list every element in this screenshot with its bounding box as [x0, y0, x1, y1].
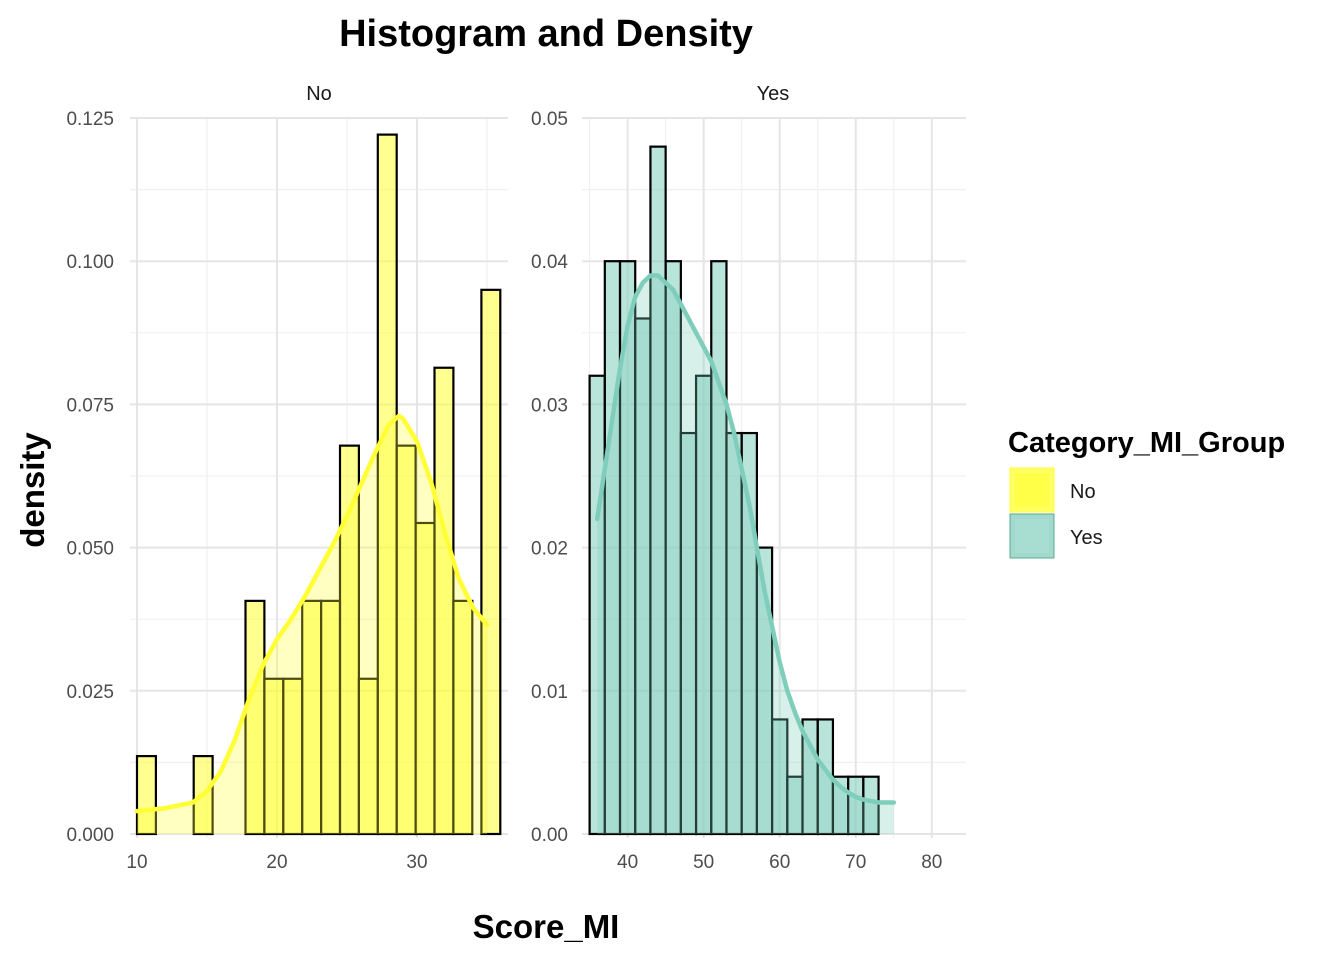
y-tick-label-yes: 0.01 — [531, 682, 568, 703]
density-area-no — [137, 415, 487, 834]
facet-strip-label-yes: Yes — [757, 83, 790, 105]
density-line-yes — [594, 273, 897, 805]
y-tick-label-yes: 0.00 — [531, 825, 568, 846]
y-tick-label-yes: 0.04 — [531, 252, 568, 273]
y-tick-label-yes: 0.05 — [531, 109, 568, 130]
histogram-bar-no-7 — [338, 444, 360, 836]
x-tick-label-no: 10 — [126, 852, 147, 873]
x-axis-title: Score_MI — [473, 908, 620, 945]
legend-label-yes: Yes — [1070, 527, 1103, 549]
y-axis-title: density — [14, 432, 51, 548]
density-area-yes — [597, 275, 894, 834]
facet-panel-yes: Yes 0.00 0.01 0.02 0.03 0.04 0.05 40 50 60 70 80 — [531, 83, 966, 873]
legend-key-yes-inner — [1015, 519, 1049, 553]
y-tick-label-no: 0.075 — [66, 395, 114, 416]
x-tick-label-yes: 50 — [693, 852, 714, 873]
x-tick-label-yes: 60 — [769, 852, 790, 873]
y-tick-label-no: 0.100 — [66, 252, 114, 273]
y-tick-label-no: 0.025 — [66, 682, 114, 703]
x-tick-label-yes: 80 — [921, 852, 942, 873]
legend: Category_MI_Group No Yes — [1008, 427, 1285, 559]
chart-title: Histogram and Density — [339, 13, 753, 55]
y-tick-label-no: 0.000 — [66, 825, 114, 846]
x-tick-label-yes: 40 — [617, 852, 638, 873]
histogram-bar-yes-18 — [862, 775, 880, 836]
x-tick-label-yes: 70 — [845, 852, 866, 873]
grid-no — [130, 117, 508, 838]
histogram-bar-no-13 — [452, 599, 474, 836]
facet-strip-label-no: No — [306, 83, 332, 105]
x-tick-label-no: 30 — [406, 852, 427, 873]
x-tick-label-no: 20 — [266, 852, 287, 873]
histogram-bar-no-14 — [480, 288, 502, 836]
legend-label-no: No — [1070, 481, 1096, 503]
legend-key-no-inner — [1015, 473, 1049, 507]
y-tick-label-yes: 0.03 — [531, 395, 568, 416]
facet-panel-no: No 0.000 0.025 0.050 0.075 0.100 0.125 10 20 30 — [66, 83, 508, 873]
density-line-no — [134, 413, 490, 814]
y-tick-label-yes: 0.02 — [531, 539, 568, 560]
y-tick-label-no: 0.125 — [66, 109, 114, 130]
y-tick-label-no: 0.050 — [66, 539, 114, 560]
histogram-bar-no-0 — [135, 754, 157, 836]
legend-title: Category_MI_Group — [1008, 427, 1285, 459]
